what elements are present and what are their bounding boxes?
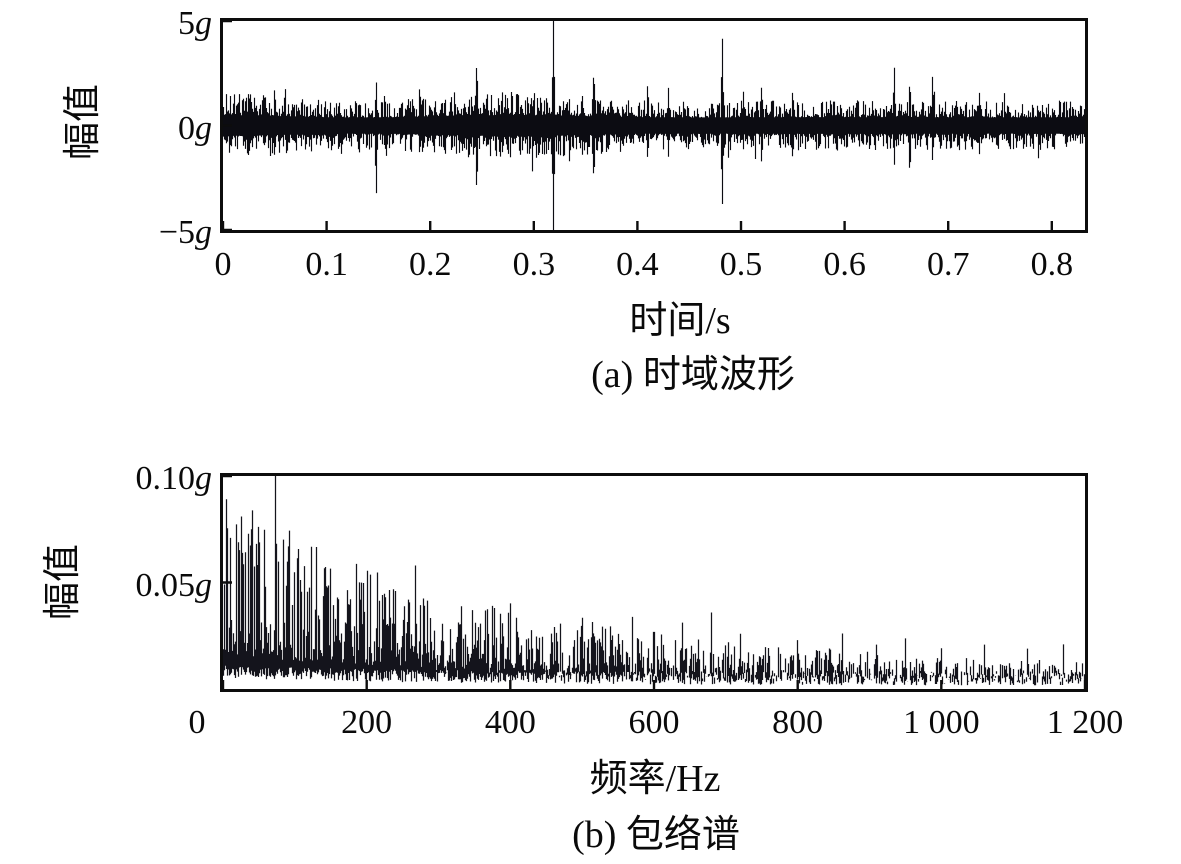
panel-a-x-tick-label: 0.3 bbox=[512, 246, 556, 283]
panel-a-y-tick-label: −5g bbox=[62, 216, 212, 250]
tick-value: 0 bbox=[178, 109, 195, 147]
tick-value: −5 bbox=[158, 214, 195, 251]
panel-a-x-tick-label: 0.5 bbox=[719, 246, 763, 283]
tick-value: 5 bbox=[178, 5, 195, 42]
panel-a-x-tick-label: 0.1 bbox=[305, 246, 348, 283]
panel-b-y-tick-label: 0.05g bbox=[62, 566, 213, 604]
panel-b-x-tick-label: 200 bbox=[341, 704, 393, 741]
panel-b-x-tick-label: 1 200 bbox=[1046, 704, 1124, 741]
panel-a-x-tick-label: 0.7 bbox=[926, 246, 970, 283]
unit-g: g bbox=[195, 566, 212, 604]
panel-a-waveform bbox=[223, 21, 1085, 230]
panel-b-x-tick-label: 0 bbox=[188, 704, 206, 741]
panel-b-y-tick-label: 0.10g bbox=[62, 460, 213, 497]
panel-a-x-tick-label: 0.2 bbox=[408, 246, 452, 283]
panel-a-x-tick-label: 0 bbox=[214, 246, 232, 283]
panel-b-plot-area bbox=[220, 473, 1088, 692]
unit-g: g bbox=[195, 5, 212, 42]
panel-b-spectrum bbox=[223, 476, 1085, 689]
panel-b-x-tick-label: 600 bbox=[628, 704, 680, 741]
unit-g: g bbox=[195, 460, 212, 497]
panel-b-x-tick-label: 1 000 bbox=[903, 704, 980, 741]
unit-g: g bbox=[195, 109, 212, 147]
panel-a-x-tick-label: 0.8 bbox=[1030, 246, 1074, 283]
panel-a-caption: (a) 时域波形 bbox=[591, 354, 795, 396]
panel-a-plot-area bbox=[220, 18, 1088, 233]
panel-a-x-axis-label: 时间/s bbox=[629, 300, 731, 342]
tick-value: 0.10 bbox=[135, 460, 196, 497]
panel-a-x-tick-label: 0.4 bbox=[616, 246, 659, 283]
unit-g: g bbox=[195, 214, 212, 251]
tick-value: 0.05 bbox=[135, 566, 196, 604]
panel-b-x-axis-label: 频率/Hz bbox=[589, 758, 721, 800]
panel-b-caption: (b) 包络谱 bbox=[572, 814, 740, 856]
panel-b-x-tick-label: 400 bbox=[484, 704, 536, 741]
panel-a-y-tick-label: 0g bbox=[62, 109, 212, 147]
panel-a-y-tick-label: 5g bbox=[62, 7, 212, 41]
panel-a-x-tick-label: 0.6 bbox=[823, 246, 866, 283]
panel-b-x-tick-label: 800 bbox=[772, 704, 824, 741]
